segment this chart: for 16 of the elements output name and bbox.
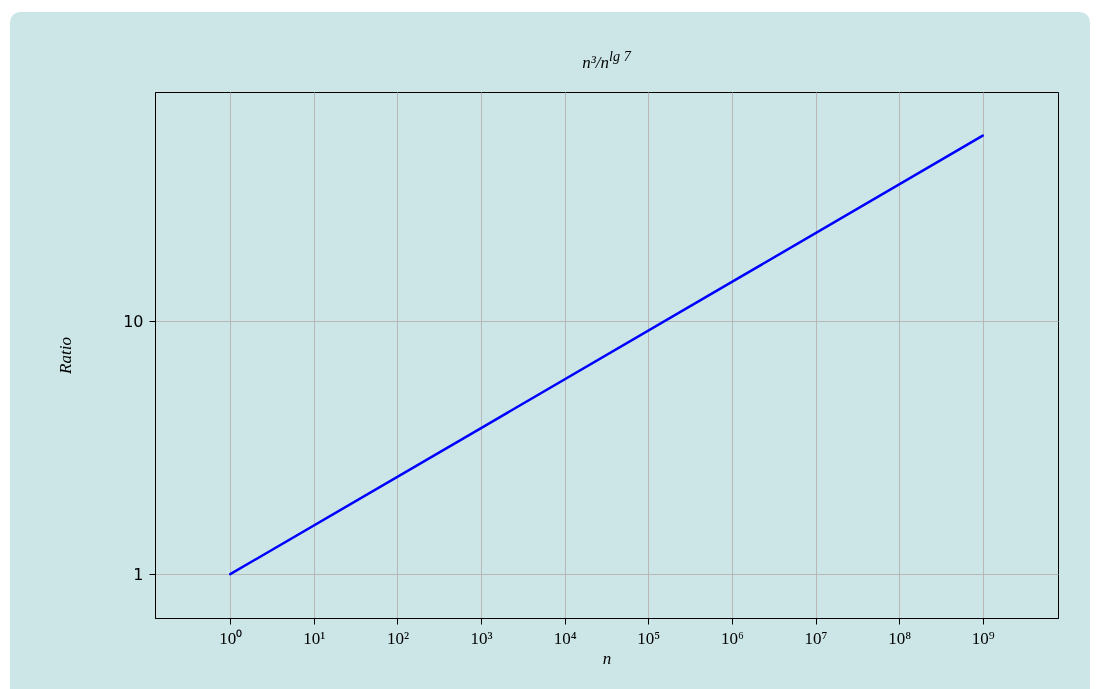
- chart-title: n³/n$^{lg 7}$: [581, 48, 633, 73]
- y-tick-label: 1: [133, 564, 144, 584]
- x-tick-label: 10⁴: [553, 628, 577, 648]
- x-tick-label: 10¹: [303, 628, 326, 648]
- x-tick-label: 10⁰: [219, 628, 243, 648]
- x-tick-label: 10³: [470, 628, 493, 648]
- line-series: [229, 134, 984, 576]
- y-tick-label: 10: [123, 311, 144, 331]
- x-tick-label: 10⁸: [888, 628, 912, 648]
- x-tick-label: 10⁶: [720, 628, 744, 648]
- x-tick-label: 10⁷: [804, 628, 828, 648]
- x-tick-label: 10⁵: [637, 628, 661, 648]
- x-axis-title: n: [602, 648, 612, 668]
- x-tick-label: 10²: [386, 628, 410, 648]
- x-tick-label: 10⁹: [971, 628, 995, 648]
- y-axis-title: Ratio: [56, 337, 76, 375]
